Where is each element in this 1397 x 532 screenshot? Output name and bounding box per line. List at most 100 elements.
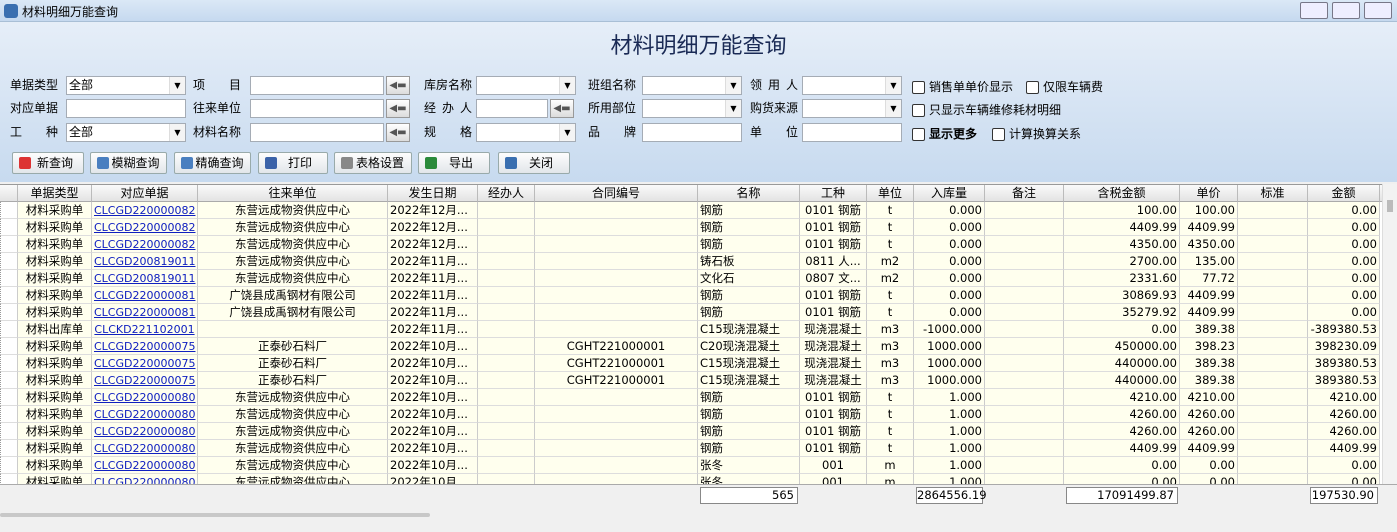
column-header[interactable]: 单据类型 [18, 185, 92, 202]
dropdown[interactable]: 全部 ▼ [66, 76, 186, 95]
table-cell: 4409.99 [1064, 440, 1180, 457]
column-header[interactable]: 对应单据 [92, 185, 198, 202]
table-cell: CGHT221000001 [535, 355, 698, 372]
dropdown-arrow[interactable]: ▼ [169, 77, 185, 94]
close-window-button[interactable] [1364, 2, 1392, 19]
dropdown-arrow[interactable]: ▼ [169, 124, 185, 141]
dropdown-arrow[interactable]: ▼ [725, 100, 741, 117]
dropdown-arrow[interactable]: ▼ [885, 77, 901, 94]
checkbox[interactable]: 销售单单价显示 [912, 79, 1013, 95]
toolbar-button[interactable]: 精确查询 [174, 152, 251, 174]
checkbox[interactable]: 显示更多 [912, 126, 977, 142]
table-cell[interactable]: CLCGD220000082 [92, 219, 198, 236]
text-input[interactable] [476, 99, 548, 118]
row-indicator [0, 236, 18, 253]
column-header[interactable]: 经办人 [478, 185, 535, 202]
table-cell [985, 304, 1064, 321]
table-cell[interactable]: CLCGD200819011 [92, 253, 198, 270]
table-cell [1238, 202, 1308, 219]
table-cell: 0.00 [1308, 304, 1380, 321]
dropdown[interactable]: ▼ [642, 99, 742, 118]
table-cell [535, 236, 698, 253]
table-cell[interactable]: CLCGD220000080 [92, 423, 198, 440]
toolbar-button[interactable]: 打印 [258, 152, 328, 174]
text-input[interactable] [642, 123, 742, 142]
table-cell: CGHT221000001 [535, 338, 698, 355]
checkbox[interactable]: 计算换算关系 [992, 126, 1081, 142]
table-cell: 东营远成物资供应中心 [198, 474, 388, 484]
text-input[interactable] [250, 76, 384, 95]
table-cell[interactable]: CLCGD220000081 [92, 304, 198, 321]
column-header[interactable]: 单位 [867, 185, 914, 202]
toolbar-button[interactable]: 导出 [418, 152, 490, 174]
table-cell[interactable]: CLCGD220000075 [92, 372, 198, 389]
button-label: 关闭 [528, 156, 553, 170]
table-cell: 0807 文... [800, 270, 867, 287]
checkbox[interactable]: 仅限车辆费 [1026, 79, 1103, 95]
scroll-thumb[interactable] [1387, 200, 1393, 212]
table-cell: 东营远成物资供应中心 [198, 440, 388, 457]
toolbar-button[interactable]: 表格设置 [334, 152, 412, 174]
text-input[interactable] [66, 99, 186, 118]
table-cell[interactable]: CLCGD200819011 [92, 270, 198, 287]
table-cell [1238, 219, 1308, 236]
horizontal-scrollbar[interactable] [0, 513, 430, 517]
dropdown-arrow[interactable]: ▼ [559, 77, 575, 94]
toolbar-button[interactable]: 模糊查询 [90, 152, 167, 174]
lookup-button[interactable]: ◀▬ [386, 99, 410, 118]
column-header[interactable]: 工种 [800, 185, 867, 202]
lookup-button[interactable]: ◀▬ [386, 76, 410, 95]
table-cell[interactable]: CLCGD220000080 [92, 474, 198, 484]
table-cell[interactable]: CLCGD220000081 [92, 287, 198, 304]
table-cell[interactable]: CLCGD220000080 [92, 406, 198, 423]
dropdown[interactable]: 全部 ▼ [66, 123, 186, 142]
lookup-button[interactable]: ◀▬ [550, 99, 574, 118]
column-header[interactable]: 备注 [985, 185, 1064, 202]
dropdown[interactable]: ▼ [802, 76, 902, 95]
dropdown-arrow[interactable]: ▼ [725, 77, 741, 94]
table-cell [985, 440, 1064, 457]
column-header[interactable]: 合同编号 [535, 185, 698, 202]
dropdown-arrow[interactable]: ▼ [885, 100, 901, 117]
text-input[interactable] [802, 123, 902, 142]
toolbar-button[interactable]: 新查询 [12, 152, 84, 174]
text-input[interactable] [250, 99, 384, 118]
column-header[interactable]: 入库量 [914, 185, 985, 202]
table-cell[interactable]: CLCGD220000080 [92, 457, 198, 474]
table-cell [985, 338, 1064, 355]
column-header[interactable]: 含税金额 [1064, 185, 1180, 202]
column-header[interactable]: 单价 [1180, 185, 1238, 202]
dropdown[interactable]: ▼ [642, 76, 742, 95]
table-cell[interactable]: CLCGD220000075 [92, 355, 198, 372]
table-cell[interactable]: CLCGD220000080 [92, 440, 198, 457]
dropdown-arrow[interactable]: ▼ [559, 124, 575, 141]
maximize-button[interactable] [1332, 2, 1360, 19]
table-cell[interactable]: CLCGD220000080 [92, 389, 198, 406]
lookup-button[interactable]: ◀▬ [386, 123, 410, 142]
table-cell: 4260.00 [1308, 423, 1380, 440]
checkbox[interactable]: 只显示车辆维修耗材明细 [912, 102, 1061, 118]
table-cell: C15现浇混凝土 [698, 372, 800, 389]
table-cell[interactable]: CLCKD221102001 [92, 321, 198, 338]
dropdown[interactable]: ▼ [802, 99, 902, 118]
column-header[interactable]: 名称 [698, 185, 800, 202]
text-input[interactable] [250, 123, 384, 142]
table-cell: 0.00 [1308, 270, 1380, 287]
column-header[interactable]: 往来单位 [198, 185, 388, 202]
table-cell[interactable]: CLCGD220000082 [92, 202, 198, 219]
table-cell [985, 219, 1064, 236]
dropdown[interactable]: ▼ [476, 76, 576, 95]
vertical-scrollbar[interactable] [1382, 184, 1397, 484]
table-cell [478, 202, 535, 219]
table-cell [985, 287, 1064, 304]
table-cell[interactable]: CLCGD220000075 [92, 338, 198, 355]
column-header[interactable]: 标准 [1238, 185, 1308, 202]
toolbar-button[interactable]: 关闭 [498, 152, 570, 174]
column-header[interactable]: 发生日期 [388, 185, 478, 202]
dropdown[interactable]: ▼ [476, 123, 576, 142]
column-header[interactable]: 金额 [1308, 185, 1380, 202]
minimize-button[interactable] [1300, 2, 1328, 19]
button-label: 新查询 [36, 156, 73, 170]
table-cell [1238, 321, 1308, 338]
table-cell[interactable]: CLCGD220000082 [92, 236, 198, 253]
